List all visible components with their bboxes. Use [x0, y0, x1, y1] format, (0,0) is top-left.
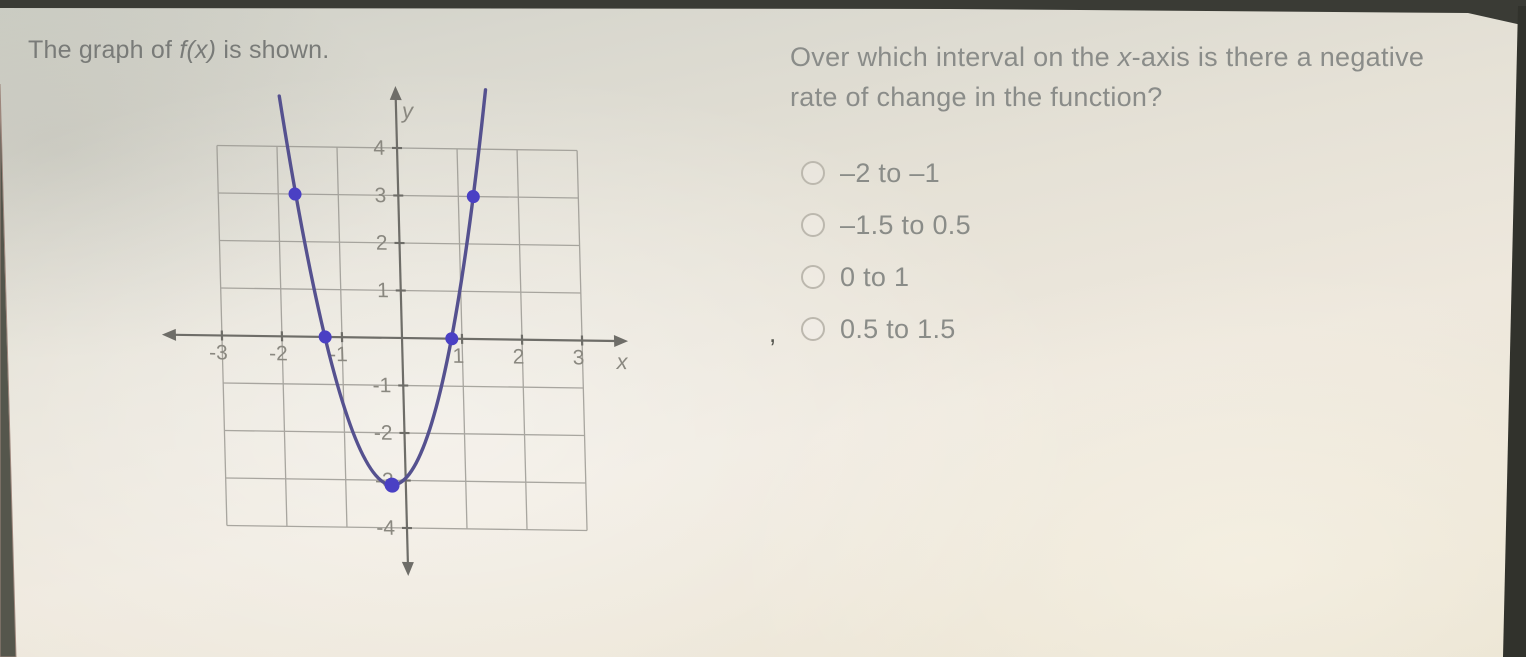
- question-line1-post: -axis is there a negative: [1131, 42, 1425, 72]
- option-label[interactable]: 0.5 to 1.5: [840, 313, 956, 344]
- marked-point: [288, 187, 302, 201]
- marked-point: [384, 477, 400, 493]
- photo-edge-left: [0, 83, 17, 657]
- svg-text:1: 1: [452, 345, 464, 368]
- svg-text:2: 2: [376, 232, 388, 255]
- marked-point: [445, 332, 459, 346]
- y-axis-label: y: [400, 98, 416, 123]
- radio-button[interactable]: [801, 265, 825, 289]
- photo-edge-top: [0, 0, 1526, 26]
- prompt-pre: The graph of: [28, 36, 180, 64]
- answer-option-3[interactable]: 0 to 1: [801, 262, 909, 292]
- svg-text:-1: -1: [372, 374, 391, 397]
- svg-text:3: 3: [374, 184, 386, 207]
- axes: [161, 86, 629, 576]
- svg-text:-2: -2: [374, 422, 393, 445]
- svg-text:1: 1: [377, 279, 389, 302]
- question-line-2: rate of change in the function?: [790, 82, 1163, 112]
- svg-text:-4: -4: [376, 517, 396, 540]
- marked-points: [288, 187, 480, 493]
- prompt-function-name: f(x): [179, 36, 217, 64]
- svg-text:-1: -1: [329, 343, 348, 366]
- svg-text:-2: -2: [269, 342, 288, 365]
- photo-edge-right: [1503, 6, 1526, 657]
- option-label[interactable]: 0 to 1: [840, 261, 910, 292]
- question-text: Over which interval on the x-axis is the…: [790, 42, 1424, 113]
- svg-text:4: 4: [373, 137, 386, 160]
- x-axis-label: x: [615, 349, 629, 374]
- option-label[interactable]: –1.5 to 0.5: [840, 209, 971, 240]
- question-line1-pre: Over which interval on the: [790, 42, 1118, 72]
- answer-option-1[interactable]: –2 to –1: [801, 158, 940, 188]
- radio-button[interactable]: [801, 161, 825, 185]
- prompt-post: is shown.: [216, 36, 330, 64]
- marked-point: [466, 190, 480, 204]
- radio-button[interactable]: [801, 317, 825, 341]
- question-line-1: Over which interval on the x-axis is the…: [790, 42, 1424, 73]
- svg-text:-3: -3: [209, 341, 228, 364]
- answer-option-4[interactable]: 0.5 to 1.5: [801, 314, 956, 344]
- question-x-variable: x: [1117, 42, 1132, 72]
- answer-option-2[interactable]: –1.5 to 0.5: [801, 210, 971, 240]
- option-label[interactable]: –2 to –1: [840, 157, 940, 188]
- marked-point: [318, 330, 332, 344]
- svg-text:3: 3: [572, 346, 584, 369]
- svg-text:2: 2: [512, 346, 524, 369]
- stray-mark: ,: [769, 318, 777, 348]
- prompt-text: The graph of f(x) is shown.: [28, 36, 329, 65]
- radio-button[interactable]: [801, 213, 825, 237]
